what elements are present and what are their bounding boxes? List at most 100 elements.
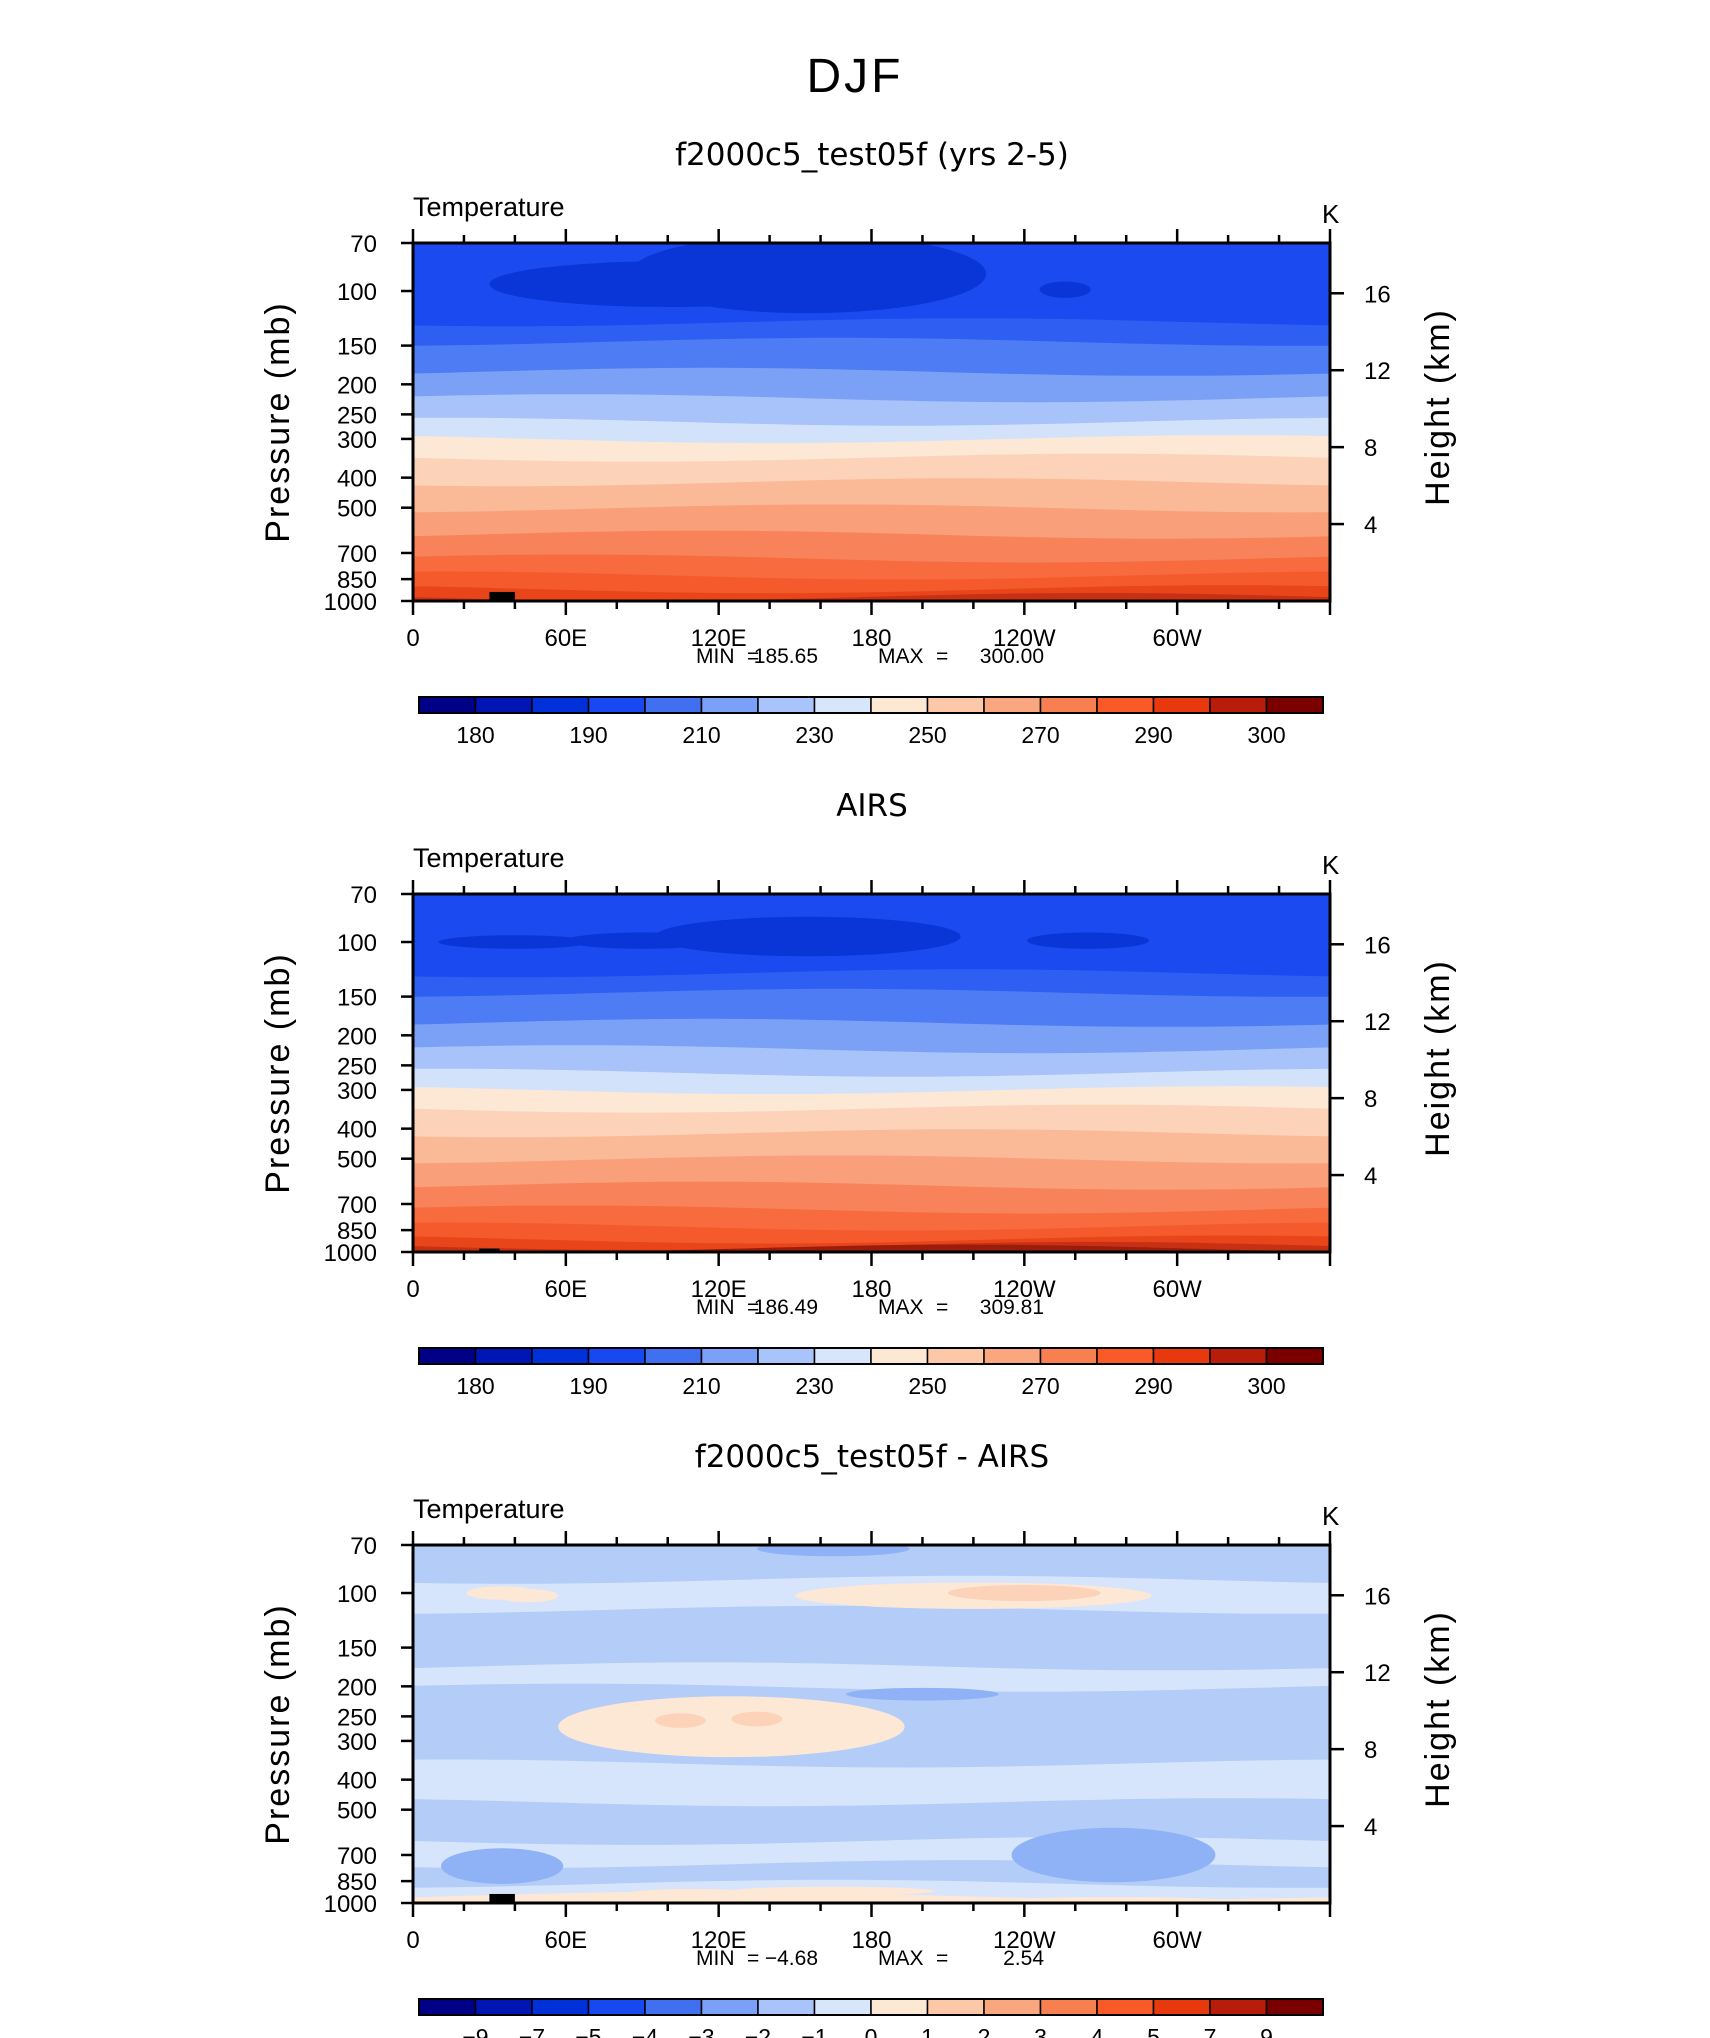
- contour-feature: [1011, 1827, 1216, 1883]
- height-tick-label: 12: [1364, 358, 1391, 385]
- colorbar-swatch: [1039, 1998, 1098, 2016]
- max-value: 300.00: [980, 645, 1044, 668]
- pressure-tick-label: 150: [337, 1636, 377, 1663]
- height-tick-label: 12: [1364, 1009, 1391, 1036]
- colorbar-swatch: [1265, 1998, 1324, 2016]
- x-tick-label: 60E: [544, 1276, 587, 1303]
- colorbar-swatch: [1265, 1347, 1324, 1365]
- contour-feature: [1039, 281, 1091, 298]
- colorbar-swatch: [474, 696, 533, 714]
- colorbar-label: 5: [1147, 2024, 1160, 2038]
- colorbar-label: −3: [688, 2024, 714, 2038]
- colorbar-label: 230: [795, 722, 833, 748]
- panel-units-label: K: [1322, 850, 1340, 880]
- y-axis-right-label: Height (km): [1419, 308, 1457, 506]
- colorbar-label: 4: [1091, 2024, 1104, 2038]
- colorbar-label: 2: [978, 2024, 991, 2038]
- colorbar-swatch: [474, 1347, 533, 1365]
- contour-feature: [731, 1711, 783, 1727]
- contour-feature: [998, 1896, 1229, 1903]
- pressure-tick-label: 70: [350, 882, 377, 909]
- y-axis-right-label: Height (km): [1419, 959, 1457, 1157]
- x-tick-label: 0: [406, 1927, 419, 1954]
- colorbar-label: 300: [1247, 1373, 1285, 1399]
- colorbar-swatch: [1152, 1347, 1211, 1365]
- height-tick-label: 12: [1364, 1660, 1391, 1687]
- y-axis-label: Pressure (mb): [259, 952, 297, 1193]
- colorbar-frame: [418, 1347, 1324, 1365]
- panel-units-label: K: [1322, 1501, 1340, 1531]
- pressure-tick-label: 400: [337, 1768, 377, 1795]
- x-tick-label: 120E: [691, 1927, 747, 1954]
- pressure-tick-label: 850: [337, 1218, 377, 1245]
- x-tick-label: 60W: [1152, 1927, 1202, 1954]
- colorbar-label: 7: [1204, 2024, 1217, 2038]
- height-tick-label: 8: [1364, 1086, 1377, 1113]
- min-equals: =: [747, 1947, 759, 1970]
- colorbar-swatch: [587, 1347, 646, 1365]
- colorbar-swatch: [531, 1998, 590, 2016]
- colorbar-label: 180: [456, 722, 494, 748]
- max-label: MAX: [878, 1947, 924, 1970]
- pressure-tick-label: 100: [337, 930, 377, 957]
- colorbar-swatch: [1152, 696, 1211, 714]
- pressure-tick-label: 70: [350, 231, 377, 258]
- x-tick-label: 0: [406, 1276, 419, 1303]
- min-value: −4.68: [765, 1947, 818, 1970]
- contour-feature: [731, 1886, 936, 1896]
- min-label: MIN: [696, 645, 735, 668]
- min-value: 185.65: [754, 645, 818, 668]
- pressure-tick-label: 1000: [324, 589, 377, 616]
- y-axis-right-label: Height (km): [1419, 1610, 1457, 1808]
- colorbar-label: 290: [1134, 1373, 1172, 1399]
- x-tick-label: 120W: [993, 625, 1056, 652]
- colorbar-label: −4: [632, 2024, 658, 2038]
- colorbar-swatch: [700, 1998, 759, 2016]
- x-tick-label: 120E: [691, 1276, 747, 1303]
- min-equals: =: [747, 1296, 759, 1319]
- colorbar-swatch: [418, 696, 477, 714]
- colorbar-swatch: [700, 1347, 759, 1365]
- contour-feature: [1026, 932, 1150, 949]
- pressure-tick-label: 500: [337, 1147, 377, 1174]
- colorbar-label: 190: [569, 1373, 607, 1399]
- colorbar-label: 290: [1134, 722, 1172, 748]
- pressure-tick-label: 200: [337, 1674, 377, 1701]
- pressure-tick-label: 500: [337, 496, 377, 523]
- pressure-tick-label: 200: [337, 1023, 377, 1050]
- colorbar-swatch: [1209, 1998, 1268, 2016]
- pressure-tick-label: 70: [350, 1533, 377, 1560]
- panels: f2000c5_test05f (yrs 2-5)Temperature K701…: [259, 137, 1457, 2038]
- height-tick-label: 16: [1364, 281, 1391, 308]
- season-title: DJF: [807, 50, 904, 103]
- x-tick-label: 60W: [1152, 1276, 1202, 1303]
- x-tick-label: 60W: [1152, 625, 1202, 652]
- pressure-tick-label: 850: [337, 1869, 377, 1896]
- colorbar-swatch: [644, 1347, 703, 1365]
- contour-feature: [756, 1545, 910, 1557]
- min-label: MIN: [696, 1947, 735, 1970]
- colorbar-frame: [418, 1998, 1324, 2016]
- colorbar-label: 230: [795, 1373, 833, 1399]
- colorbar-swatch: [1096, 1347, 1155, 1365]
- colorbar-swatch: [870, 696, 929, 714]
- colorbar-swatch: [531, 696, 590, 714]
- colorbar-label: 300: [1247, 722, 1285, 748]
- contour-band: [413, 593, 1330, 601]
- x-tick-label: 0: [406, 625, 419, 652]
- x-tick-label: 180: [851, 1927, 891, 1954]
- colorbar-label: 9: [1260, 2024, 1273, 2038]
- colorbar-swatch: [983, 1998, 1042, 2016]
- height-tick-label: 4: [1364, 1163, 1377, 1190]
- x-tick-label: 120W: [993, 1276, 1056, 1303]
- pressure-tick-label: 500: [337, 1798, 377, 1825]
- colorbar-swatch: [983, 696, 1042, 714]
- colorbar-label: 270: [1021, 1373, 1059, 1399]
- x-tick-label: 180: [851, 625, 891, 652]
- colorbar-label: 250: [908, 722, 946, 748]
- colorbar-swatch: [1209, 1347, 1268, 1365]
- plot-area: [413, 1545, 1330, 1903]
- panel-variable-label: Temperature: [413, 843, 565, 873]
